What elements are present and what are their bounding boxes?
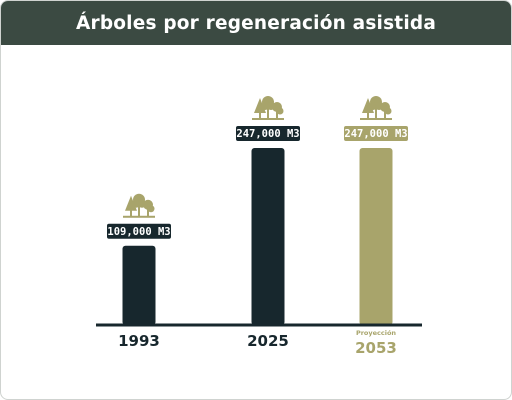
bar bbox=[122, 245, 156, 325]
category-label: 1993 bbox=[118, 332, 160, 350]
value-label-box bbox=[107, 223, 171, 239]
value-label-box bbox=[236, 126, 300, 141]
chart-title: Árboles por regeneración asistida bbox=[1, 1, 511, 45]
value-label: 109,000 M3 bbox=[107, 226, 170, 238]
value-label: 247,000 M3 bbox=[344, 128, 407, 140]
value-label-box bbox=[344, 126, 408, 141]
bar bbox=[251, 148, 285, 325]
trees-icon bbox=[360, 96, 392, 120]
trees-icon bbox=[252, 96, 284, 120]
projection-note: Proyección bbox=[356, 329, 396, 337]
category-label: 2053 bbox=[355, 339, 397, 357]
category-label: 2025 bbox=[247, 332, 289, 350]
trees-icon bbox=[123, 193, 155, 218]
bar bbox=[359, 148, 393, 325]
value-label: 247,000 M3 bbox=[236, 128, 299, 140]
